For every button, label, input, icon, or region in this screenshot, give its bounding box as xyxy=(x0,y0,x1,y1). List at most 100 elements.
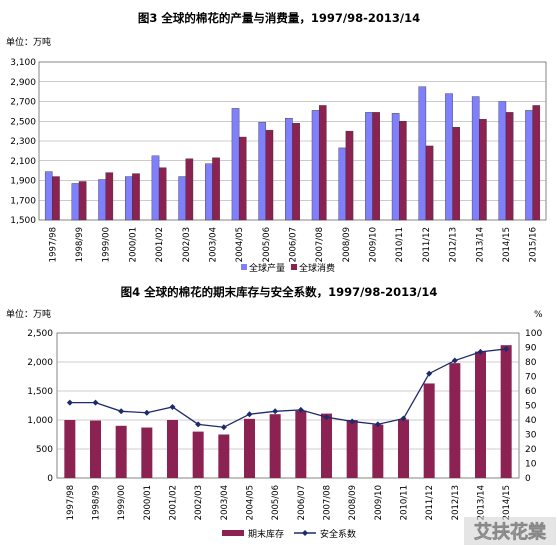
safety-ratio-point xyxy=(451,357,458,364)
stock-bar xyxy=(500,345,512,478)
production-bar xyxy=(365,112,373,221)
chart1-x-tick-label: 2005/06 xyxy=(262,227,272,262)
stock-bar xyxy=(218,434,230,478)
production-bar xyxy=(44,171,53,221)
chart1-x-tick-label: 2008/09 xyxy=(342,227,352,262)
safety-ratio-point xyxy=(323,414,330,421)
chart2-x-tick-label: 2011/12 xyxy=(425,485,435,520)
production-bar xyxy=(471,96,480,221)
production-bar xyxy=(205,163,213,221)
chart2-x-tick-label: 2008/09 xyxy=(348,485,358,520)
chart1-x-tick-label: 2000/01 xyxy=(128,227,138,262)
legend-label-consumption: 全球消费 xyxy=(299,262,335,274)
consumption-bar xyxy=(132,173,140,221)
chart1-title: 图3 全球的棉花的产量与消费量，1997/98-2013/14 xyxy=(138,11,420,25)
chart1-y-tick-label: 3,100 xyxy=(10,58,36,68)
chart2-x-tick-label: 2010/11 xyxy=(400,485,410,520)
consumption-bar xyxy=(52,176,60,221)
safety-ratio-point xyxy=(272,408,279,415)
stock-bar xyxy=(398,419,409,478)
chart2-y-right-tick-label: 10 xyxy=(525,460,537,470)
chart2-y-left-tick-label: 500 xyxy=(36,445,53,455)
stock-bar xyxy=(321,413,332,478)
chart1-y-tick-label: 1,900 xyxy=(10,177,36,187)
watermark-backdrop xyxy=(464,517,556,545)
chart2-y-right-tick-label: 80 xyxy=(525,358,537,368)
chart2-y-right-tick-label: 0 xyxy=(525,474,531,484)
chart2-x-tick-label: 2006/07 xyxy=(297,485,307,520)
production-bar xyxy=(311,110,320,221)
chart2-x-tick-label: 2013/14 xyxy=(477,485,487,520)
chart1-y-tick-label: 2,500 xyxy=(10,117,36,127)
chart2-legend: 期末库存 安全系数 xyxy=(222,528,356,540)
production-bar xyxy=(258,122,267,221)
chart2-y-right-tick-label: 100 xyxy=(525,329,542,339)
safety-ratio-point xyxy=(118,408,125,415)
safety-ratio-point xyxy=(246,411,253,418)
chart1-y-tick-label: 2,300 xyxy=(10,137,36,147)
safety-ratio-point xyxy=(169,403,176,410)
chart1-y-tick-label: 1,700 xyxy=(10,196,36,206)
stock-bar xyxy=(346,420,358,478)
chart1-x-tick-label: 1999/00 xyxy=(102,227,112,262)
legend-label-production: 全球产量 xyxy=(249,262,285,274)
chart2-x-tick-label: 2002/03 xyxy=(194,485,204,520)
chart1-unit-label: 单位：万吨 xyxy=(6,36,51,48)
chart1-x-tick-label: 2002/03 xyxy=(182,227,192,262)
safety-ratio-point xyxy=(426,370,433,377)
safety-ratio-point xyxy=(220,424,227,431)
chart1-x-tick-label: 2004/05 xyxy=(235,227,245,262)
stock-bar xyxy=(244,418,255,478)
legend-label-ratio: 安全系数 xyxy=(320,528,356,540)
chart2-y-left-tick-label: 1,000 xyxy=(27,416,53,426)
consumption-bar xyxy=(345,130,354,221)
chart2-x-tick-label: 1998/99 xyxy=(92,485,102,520)
chart1-x-tick-label: 2011/12 xyxy=(422,227,432,262)
chart2-y-right-tick-label: 20 xyxy=(525,445,537,455)
safety-ratio-point xyxy=(374,421,381,428)
safety-ratio-point xyxy=(477,348,484,355)
safety-ratio-point xyxy=(92,399,99,406)
chart2-x-tick-label: 2003/04 xyxy=(220,485,230,520)
stock-bar xyxy=(295,410,307,478)
chart1-x-tick-label: 2001/02 xyxy=(155,227,165,262)
consumption-bar xyxy=(399,121,407,221)
watermark-text: 艾扶花棠 xyxy=(474,521,547,543)
consumption-bar xyxy=(505,112,514,221)
consumption-bar xyxy=(78,181,87,221)
production-bar xyxy=(498,101,507,221)
chart2-title: 图4 全球的棉花的期末库存与安全系数，1997/98-2013/14 xyxy=(121,285,438,299)
stock-bar xyxy=(90,420,101,478)
chart2-unit-label-right: % xyxy=(534,310,543,320)
legend-marker-ratio xyxy=(302,530,308,536)
safety-ratio-point xyxy=(143,409,150,416)
stock-bar xyxy=(141,427,153,478)
chart2-x-tick-label: 1997/98 xyxy=(66,485,76,520)
safety-ratio-point xyxy=(400,415,407,422)
safety-ratio-line xyxy=(69,348,507,428)
chart1: 1,500 1,700 1,900 2,100 2,300 2,500 2,700 2,900… xyxy=(10,58,547,262)
safety-ratio-point xyxy=(349,418,356,425)
chart1-x-tick-label: 1997/98 xyxy=(48,227,58,262)
consumption-bar xyxy=(318,105,327,221)
legend-label-stock: 期末库存 xyxy=(248,528,284,540)
chart1-y-tick-label: 2,700 xyxy=(10,98,36,108)
production-bar xyxy=(124,176,133,221)
stock-bar xyxy=(475,351,486,478)
chart1-x-tick-label: 2012/13 xyxy=(449,227,459,262)
chart1-y-tick-label: 1,500 xyxy=(10,216,36,226)
production-bar xyxy=(71,183,80,221)
chart1-x-tick-label: 2013/14 xyxy=(475,227,485,262)
production-bar xyxy=(418,86,427,221)
stock-bar xyxy=(167,420,178,478)
production-bar xyxy=(178,176,186,221)
chart2-x-tick-label: 2012/13 xyxy=(451,485,461,520)
production-bar xyxy=(525,110,533,221)
legend-swatch-production xyxy=(241,264,247,270)
legend-swatch-stock xyxy=(222,530,244,536)
chart2-y-right-tick-label: 50 xyxy=(525,402,537,412)
chart2-plot-area xyxy=(56,332,520,479)
chart1-y-tick-label: 2,900 xyxy=(10,78,36,88)
production-bar xyxy=(285,118,293,221)
chart1-x-tick-label: 1998/99 xyxy=(75,227,85,262)
